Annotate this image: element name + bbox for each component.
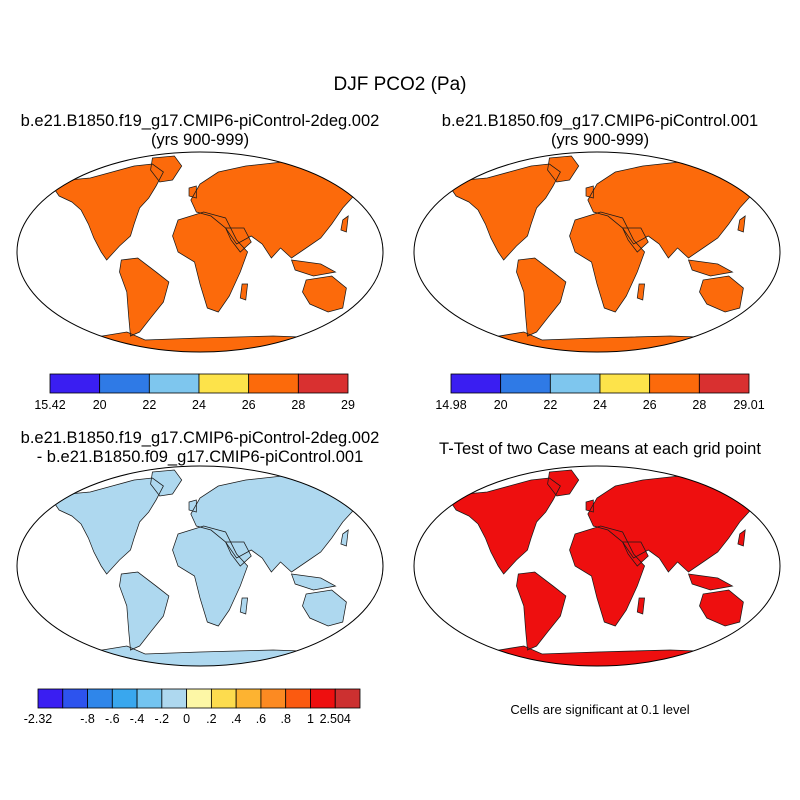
colorbar-swatch xyxy=(62,688,88,709)
panel-3-title: b.e21.B1850.f19_g17.CMIP6-piControl-2deg… xyxy=(0,429,400,467)
colorbar-swatch xyxy=(260,688,287,709)
map-frame-1 xyxy=(16,151,384,353)
colorbar-label: 26 xyxy=(242,398,256,412)
colorbar-label: -.4 xyxy=(130,712,145,726)
panel-1-case-name: b.e21.B1850.f19_g17.CMIP6-piControl-2deg… xyxy=(20,112,380,130)
panel-2-title: b.e21.B1850.f09_g17.CMIP6-piControl.001 … xyxy=(400,112,800,150)
colorbar-label: 2.504 xyxy=(320,712,351,726)
colorbar-label: 28 xyxy=(291,398,305,412)
panel-1-title: b.e21.B1850.f19_g17.CMIP6-piControl-2deg… xyxy=(0,112,400,150)
colorbar-swatch xyxy=(549,373,601,394)
map-panel-4 xyxy=(418,470,783,666)
map-panel-1 xyxy=(35,156,374,352)
colorbar-swatch xyxy=(310,688,336,709)
colorbar-swatch xyxy=(49,373,101,394)
colorbar-swatch xyxy=(186,688,212,709)
panel-3-case-a: b.e21.B1850.f19_g17.CMIP6-piControl-2deg… xyxy=(20,429,380,447)
colorbar-swatch xyxy=(285,688,311,709)
colorbar-label: 15.42 xyxy=(34,398,65,412)
colorbar-swatch xyxy=(37,688,64,709)
significance-note: Cells are significant at 0.1 level xyxy=(510,702,690,717)
colorbar-label: 26 xyxy=(643,398,657,412)
colorbar-swatch xyxy=(161,688,188,709)
colorbar-swatch xyxy=(649,373,700,394)
map-frame-3 xyxy=(16,465,384,667)
figure-title: DJF PCO2 (Pa) xyxy=(333,74,467,95)
colorbar-label: .6 xyxy=(256,712,266,726)
colorbar-swatch xyxy=(334,688,361,709)
map-panel-2 xyxy=(432,156,771,352)
colorbar-swatch xyxy=(111,688,138,709)
colorbar-label: .4 xyxy=(231,712,241,726)
colorbar-swatch xyxy=(235,688,262,709)
colorbar-swatch xyxy=(87,688,113,709)
panel-1-years: (yrs 900-999) xyxy=(150,131,250,149)
colorbar-label: 14.98 xyxy=(435,398,466,412)
colorbar-3: -2.32 -.8 -.6 -.4 -.2 0 .2 .4 .6 .8 1 2.504 xyxy=(24,688,361,726)
panel-3-case-b: - b.e21.B1850.f09_g17.CMIP6-piControl.00… xyxy=(36,448,364,466)
colorbar-2: 14.98 20 22 24 26 28 29.01 xyxy=(435,373,765,412)
colorbar-swatch xyxy=(297,373,349,394)
colorbar-label: -.6 xyxy=(105,712,120,726)
colorbar-swatch xyxy=(148,373,200,394)
colorbar-swatch xyxy=(698,373,750,394)
land-fill-4 xyxy=(432,470,771,666)
colorbar-swatch xyxy=(99,373,150,394)
colorbar-swatch xyxy=(136,688,163,709)
colorbar-label: 22 xyxy=(142,398,156,412)
colorbar-label: -.2 xyxy=(155,712,170,726)
colorbar-swatch xyxy=(248,373,299,394)
colorbar-label: 0 xyxy=(183,712,190,726)
colorbar-label: 22 xyxy=(543,398,557,412)
colorbar-swatch xyxy=(210,688,237,709)
land-fill-3 xyxy=(35,470,374,666)
colorbar-label: 28 xyxy=(692,398,706,412)
land-fill-2 xyxy=(432,156,771,352)
colorbar-swatch xyxy=(198,373,250,394)
panel-2-years: (yrs 900-999) xyxy=(550,131,650,149)
colorbar-label: 24 xyxy=(593,398,607,412)
colorbar-swatch xyxy=(599,373,651,394)
colorbar-label: 29.01 xyxy=(733,398,764,412)
colorbar-1: 15.42 20 22 24 26 28 29 xyxy=(34,373,355,412)
colorbar-label: 20 xyxy=(93,398,107,412)
panel-4-title: T-Test of two Case means at each grid po… xyxy=(439,440,761,458)
colorbar-label: 24 xyxy=(192,398,206,412)
panel-2-case-name: b.e21.B1850.f09_g17.CMIP6-piControl.001 xyxy=(441,112,759,130)
colorbar-swatch xyxy=(450,373,502,394)
colorbar-label: 1 xyxy=(307,712,314,726)
land-fill-1 xyxy=(35,156,374,352)
map-frame-4 xyxy=(413,465,781,667)
colorbar-label: .2 xyxy=(206,712,216,726)
colorbar-label: -.8 xyxy=(80,712,95,726)
colorbar-swatch xyxy=(500,373,551,394)
colorbar-label: -2.32 xyxy=(24,712,53,726)
colorbar-label: 20 xyxy=(494,398,508,412)
colorbar-label: 29 xyxy=(341,398,355,412)
colorbar-label: .8 xyxy=(280,712,290,726)
map-frame-2 xyxy=(413,151,781,353)
